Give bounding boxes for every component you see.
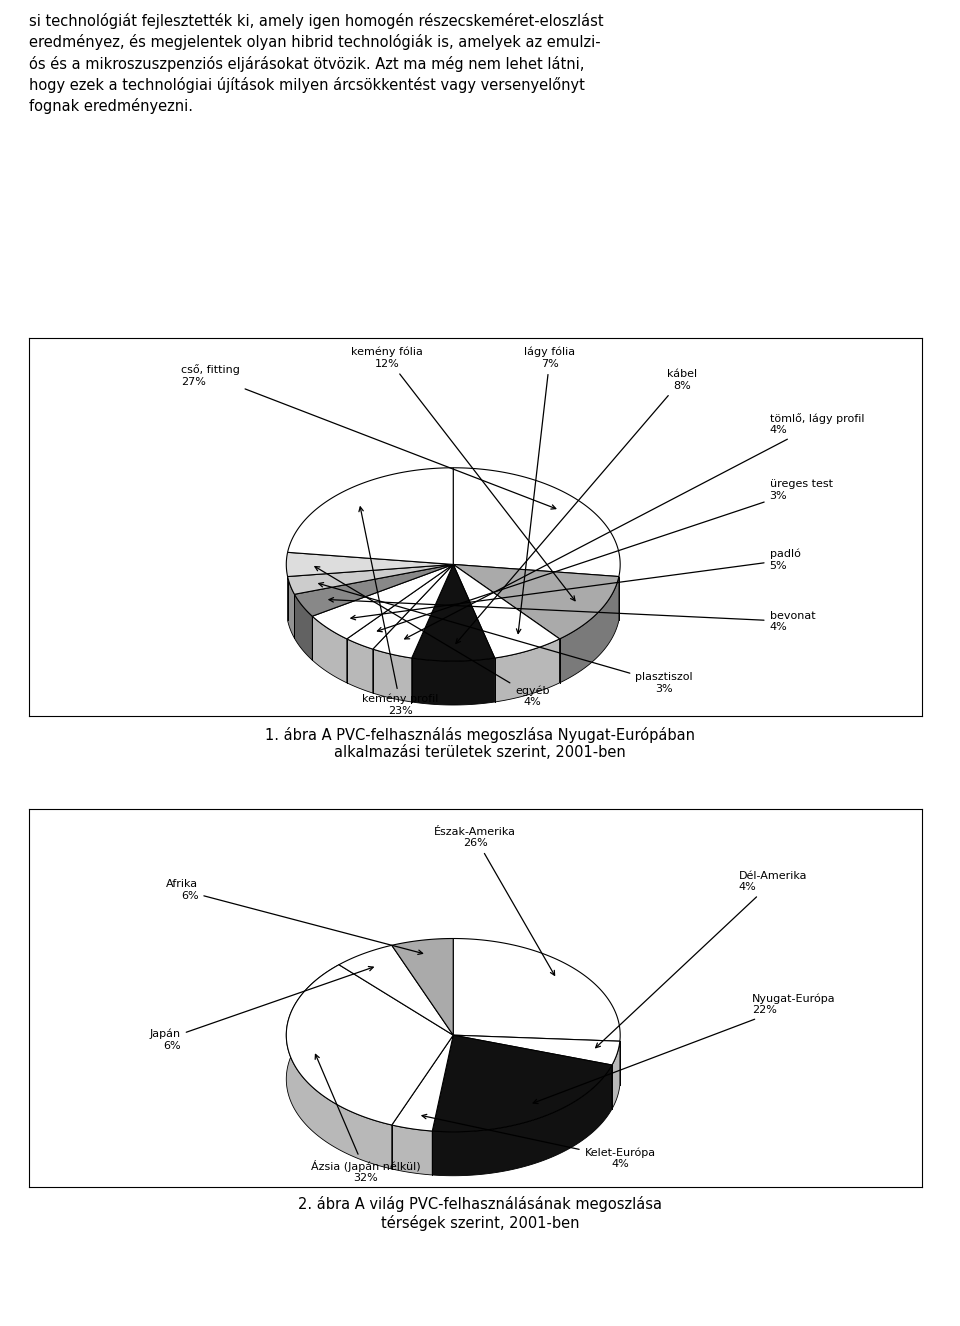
Text: 2. ábra A világ PVC-felhasználásának megoszlása
térségek szerint, 2001-ben: 2. ábra A világ PVC-felhasználásának meg…: [298, 1196, 662, 1231]
Text: Kelet-Európa
4%: Kelet-Európa 4%: [422, 1114, 656, 1170]
Polygon shape: [392, 939, 453, 1036]
Text: plasztiszol
3%: plasztiszol 3%: [319, 582, 693, 693]
Text: Dél-Amerika
4%: Dél-Amerika 4%: [595, 871, 807, 1048]
Polygon shape: [453, 1036, 620, 1065]
Polygon shape: [286, 965, 453, 1124]
Text: Ázsia (Japán nélkül)
32%: Ázsia (Japán nélkül) 32%: [310, 1054, 420, 1183]
Text: kemény profil
23%: kemény profil 23%: [359, 507, 439, 716]
Polygon shape: [412, 565, 494, 662]
Polygon shape: [312, 565, 453, 639]
Polygon shape: [612, 1041, 620, 1109]
Polygon shape: [453, 468, 620, 577]
Polygon shape: [286, 553, 453, 577]
Text: Észak-Amerika
26%: Észak-Amerika 26%: [434, 826, 555, 976]
Text: üreges test
3%: üreges test 3%: [377, 479, 832, 631]
Polygon shape: [347, 565, 453, 650]
Polygon shape: [392, 1124, 432, 1175]
Polygon shape: [295, 594, 312, 660]
Polygon shape: [560, 577, 619, 683]
Text: Nyugat-Európa
22%: Nyugat-Európa 22%: [533, 993, 835, 1103]
Text: lágy fólia
7%: lágy fólia 7%: [516, 347, 575, 634]
Polygon shape: [453, 565, 619, 639]
Text: Afrika
6%: Afrika 6%: [166, 879, 422, 955]
Polygon shape: [339, 945, 453, 1036]
Text: cső, fitting
27%: cső, fitting 27%: [180, 365, 556, 509]
Polygon shape: [372, 565, 453, 658]
Text: si technológiát fejlesztették ki, amely igen homogén részecskeméret-eloszlást
er: si technológiát fejlesztették ki, amely …: [29, 13, 604, 114]
Polygon shape: [432, 1065, 612, 1176]
Polygon shape: [453, 939, 620, 1041]
Text: tömlő, lágy profil
4%: tömlő, lágy profil 4%: [405, 412, 864, 639]
Polygon shape: [286, 965, 392, 1170]
Polygon shape: [288, 577, 295, 638]
Polygon shape: [347, 639, 372, 693]
Polygon shape: [295, 565, 453, 617]
Polygon shape: [494, 639, 560, 701]
Text: Japán
6%: Japán 6%: [150, 967, 373, 1050]
Polygon shape: [432, 1036, 612, 1132]
Polygon shape: [372, 650, 412, 701]
Text: kábel
8%: kábel 8%: [456, 369, 697, 643]
Polygon shape: [412, 658, 494, 705]
Polygon shape: [453, 565, 560, 658]
Text: bevonat
4%: bevonat 4%: [329, 598, 815, 633]
Text: padló
5%: padló 5%: [351, 549, 801, 619]
Text: kemény fólia
12%: kemény fólia 12%: [351, 347, 575, 601]
Polygon shape: [312, 617, 347, 683]
Text: egyéb
4%: egyéb 4%: [315, 566, 549, 707]
Polygon shape: [288, 468, 453, 565]
Text: 1. ábra A PVC-felhasználás megoszlása Nyugat-Európában
alkalmazási területek sze: 1. ábra A PVC-felhasználás megoszlása Ny…: [265, 727, 695, 760]
Polygon shape: [392, 1036, 453, 1131]
Polygon shape: [288, 565, 453, 594]
